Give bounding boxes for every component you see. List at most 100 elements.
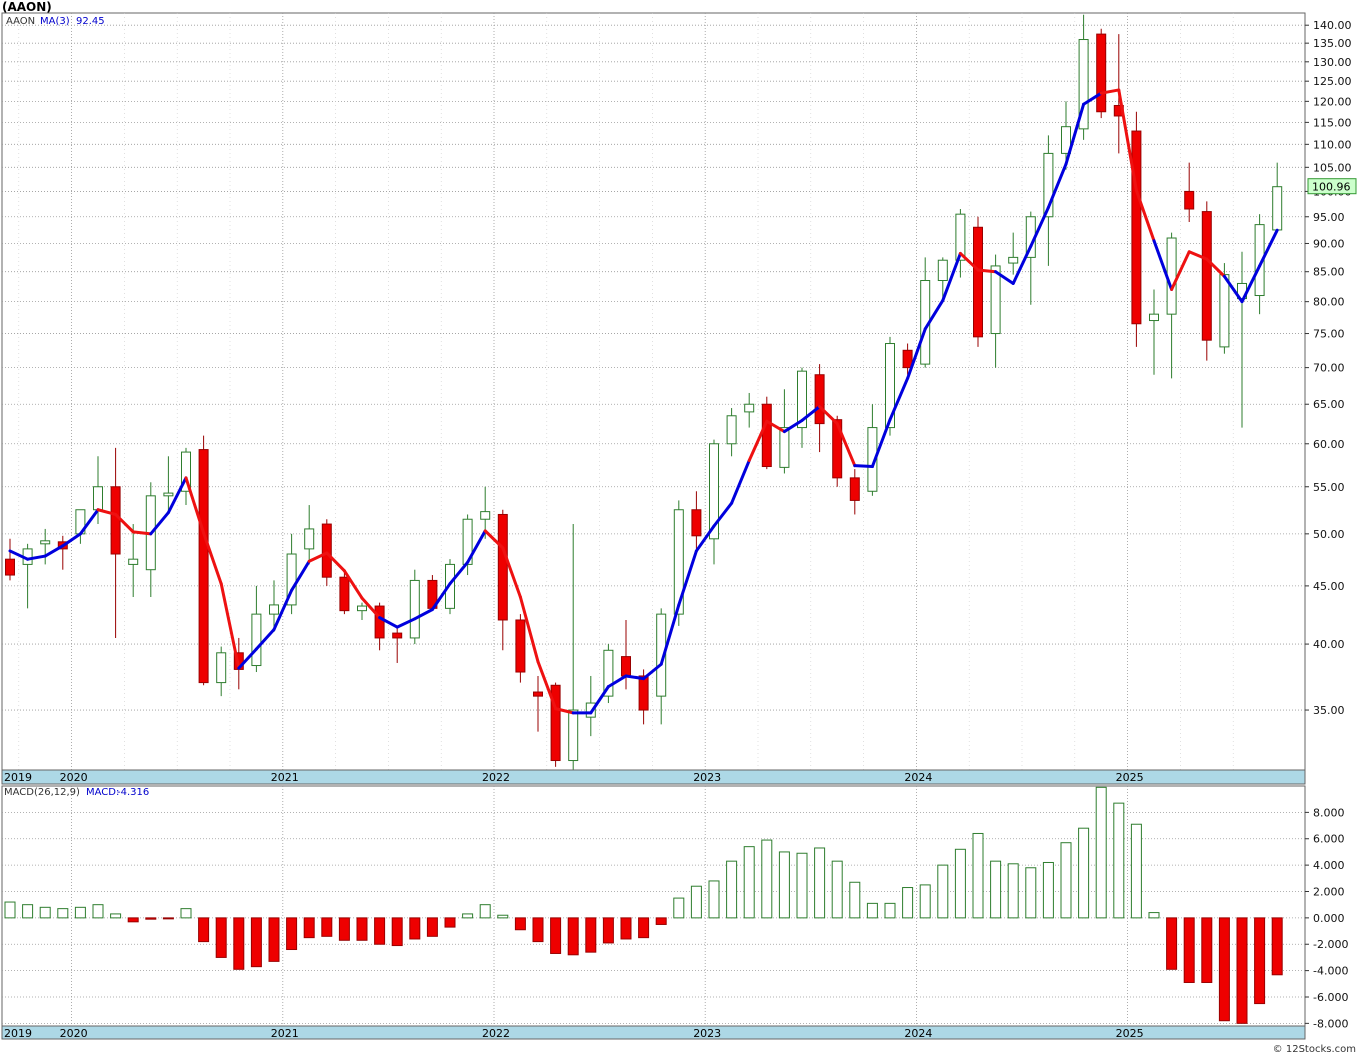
ma-line-segment: [395, 617, 417, 629]
macd-xaxis-label: 2025: [1116, 1027, 1144, 1040]
candle-body: [1166, 237, 1177, 315]
candle-body: [198, 449, 209, 684]
ma-line-segment: [184, 476, 206, 535]
macd-bar: [180, 908, 192, 919]
ma-line-segment: [78, 508, 100, 536]
candle-body: [955, 213, 966, 261]
candle-body: [867, 427, 878, 492]
candle-body: [5, 558, 15, 576]
candle-body: [286, 553, 297, 606]
ma-line-segment: [853, 464, 874, 469]
candle-body: [638, 675, 649, 711]
macd-tick-label: 8.000: [1313, 806, 1345, 819]
ma-line-segment: [906, 327, 927, 380]
ma-line-segment: [430, 582, 452, 612]
macd-xaxis-label: 2023: [693, 1027, 721, 1040]
macd-bar: [39, 906, 51, 919]
ma-line-segment: [747, 419, 769, 463]
price-xaxis-label: 2019: [4, 771, 32, 784]
candle-body: [673, 509, 684, 615]
price-tick-label: 95.00: [1313, 211, 1345, 224]
ma-line-segment: [659, 603, 681, 666]
ma-line-segment: [1134, 188, 1156, 243]
price-xaxis-label: 2021: [271, 771, 299, 784]
macd-bar: [127, 917, 139, 923]
candle-body: [814, 374, 825, 425]
macd-tick-label: 6.000: [1313, 833, 1345, 846]
macd-bar: [479, 904, 491, 919]
macd-bar: [215, 917, 227, 958]
candle-body: [251, 613, 262, 667]
ma-line-segment: [1064, 102, 1086, 166]
macd-bar: [550, 917, 562, 954]
ma-line-segment: [870, 418, 892, 469]
macd-bar: [4, 901, 16, 919]
candle-body: [357, 605, 367, 612]
macd-bar: [110, 913, 122, 919]
candle-body: [1096, 33, 1107, 113]
ma-line-segment: [765, 419, 786, 434]
macd-xaxis-label: 2021: [271, 1027, 299, 1040]
ma-line-segment: [818, 405, 839, 426]
price-tick-label: 70.00: [1313, 362, 1345, 375]
macd-bar: [303, 917, 315, 939]
macd-xaxis-band: [1, 1025, 1306, 1040]
price-xaxis-label: 2023: [693, 771, 721, 784]
macd-bar: [972, 832, 984, 919]
macd-tick-label: 2.000: [1313, 885, 1345, 898]
candle-body: [163, 492, 174, 497]
ma-line-segment: [131, 530, 153, 536]
ma-line-segment: [554, 707, 575, 715]
macd-panel: -8.000 -6.000 -4.000 -2.000 0.000 2.000 4.000 6…: [1, 785, 1348, 1040]
macd-bar: [514, 917, 526, 931]
candle-body: [392, 632, 403, 639]
candle-body: [990, 265, 1001, 335]
ma-line-segment: [800, 405, 822, 422]
candle-body: [40, 540, 51, 545]
ma-line-segment: [290, 559, 311, 592]
price-tick-label: 65.00: [1313, 398, 1345, 411]
macd-bar: [726, 860, 738, 919]
price-tick-label: 135.00: [1313, 37, 1352, 50]
macd-tick-label: -6.000: [1313, 991, 1348, 1004]
candle-body: [1043, 152, 1054, 218]
ma-line-segment: [237, 647, 258, 670]
macd-xaxis-label: 2022: [482, 1027, 510, 1040]
candle-body: [1078, 39, 1089, 130]
candle-body: [515, 619, 526, 673]
ma-line-segment: [1240, 264, 1262, 304]
ma-line-segment: [378, 616, 399, 629]
ma-line-segment: [254, 627, 276, 651]
candle-body: [1131, 130, 1142, 325]
price-tick-label: 90.00: [1313, 237, 1345, 250]
macd-bar: [814, 847, 826, 919]
candle-body: [93, 486, 103, 511]
ma-line-segment: [677, 549, 698, 607]
ma-line-segment: [923, 298, 945, 331]
ma-line-segment: [730, 459, 751, 505]
macd-bar: [1148, 912, 1160, 919]
price-xaxis-label: 2025: [1116, 771, 1144, 784]
candle-body: [603, 649, 614, 697]
macd-bar: [1095, 786, 1107, 919]
macd-bar: [1236, 917, 1248, 1024]
ma-line-segment: [483, 529, 505, 550]
ma-line-segment: [307, 551, 329, 563]
macd-bar: [22, 904, 34, 919]
price-xaxis-label: 2020: [60, 771, 88, 784]
ma-line-segment: [96, 508, 118, 516]
price-tick-label: 45.00: [1313, 580, 1345, 593]
candle-body: [1184, 190, 1195, 210]
price-tick-label: 75.00: [1313, 328, 1345, 341]
ma-line-segment: [958, 251, 980, 272]
macd-bar: [198, 917, 210, 943]
last-price-badge: [1307, 178, 1357, 195]
candle-body: [339, 576, 350, 612]
macd-bar: [409, 917, 421, 940]
macd-bar: [1130, 823, 1142, 919]
price-legend-value: 92.45: [76, 16, 105, 27]
price-xaxis-band: [1, 769, 1306, 785]
macd-tick-label: 4.000: [1313, 859, 1345, 872]
macd-bar: [338, 917, 350, 941]
macd-bar: [708, 880, 720, 919]
